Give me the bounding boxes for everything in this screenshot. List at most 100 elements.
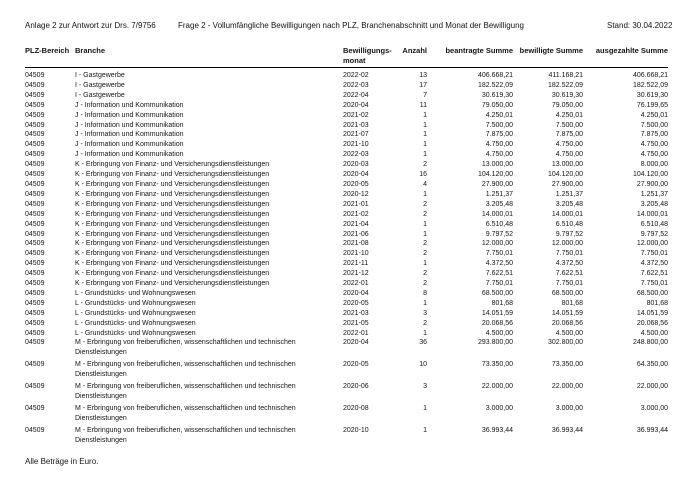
cell-anzahl: 8 (423, 289, 427, 297)
cell-bewilligte-summe: 4.750,00 (555, 151, 583, 159)
table-row: 04509 K - Erbringung von Finanz- und Ver… (25, 220, 668, 230)
table-row: 04509 K - Erbringung von Finanz- und Ver… (25, 239, 668, 249)
cell-bewilligungsmonat: 2021-05 (343, 319, 369, 327)
status-date: Stand: 30.04.2022 (607, 21, 673, 30)
cell-beantragte-summe: 7.500,00 (485, 121, 513, 129)
cell-plz-bereich: 04509 (25, 101, 45, 109)
cell-ausgezahlte-summe: 14.000,01 (636, 210, 668, 218)
table-row: 04509 M - Erbringung von freiberuflichen… (25, 338, 668, 360)
cell-anzahl: 1 (423, 190, 427, 198)
cell-bewilligte-summe: 7.875,00 (555, 131, 583, 139)
cell-bewilligte-summe: 411.168,21 (548, 72, 583, 79)
cell-anzahl: 1 (423, 111, 427, 119)
cell-beantragte-summe: 3.205,48 (485, 200, 513, 208)
cell-bewilligungsmonat: 2022-03 (343, 151, 369, 159)
cell-bewilligungsmonat: 2021-11 (343, 260, 369, 268)
cell-branche: M - Erbringung von freiberuflichen, wiss… (75, 383, 296, 400)
cell-bewilligte-summe: 30.619,30 (551, 91, 583, 99)
table-row: 04509 K - Erbringung von Finanz- und Ver… (25, 210, 668, 220)
cell-plz-bereich: 04509 (25, 426, 45, 434)
cell-bewilligte-summe: 302.800,00 (547, 339, 583, 347)
col-header-branche: Branche (75, 46, 343, 68)
cell-ausgezahlte-summe: 7.750,01 (640, 250, 668, 258)
cell-plz-bereich: 04509 (25, 319, 45, 327)
cell-beantragte-summe: 3.000,00 (485, 404, 513, 412)
cell-beantragte-summe: 36.993,44 (481, 426, 513, 434)
cell-beantragte-summe: 9.797,52 (485, 230, 513, 238)
cell-bewilligungsmonat: 2021-02 (343, 111, 369, 119)
cell-plz-bereich: 04509 (25, 200, 45, 208)
cell-beantragte-summe: 801,68 (491, 299, 513, 307)
cell-branche: K - Erbringung von Finanz- und Versicher… (75, 260, 270, 268)
cell-ausgezahlte-summe: 22.000,00 (636, 383, 668, 391)
cell-plz-bereich: 04509 (25, 81, 45, 89)
col-header-bewilligte-summe: bewilligte Summe (513, 46, 583, 68)
cell-anzahl: 1 (423, 299, 427, 307)
cell-ausgezahlte-summe: 4.372,50 (640, 260, 668, 268)
cell-beantragte-summe: 293.800,00 (477, 339, 513, 347)
cell-bewilligungsmonat: 2020-04 (343, 289, 369, 297)
cell-beantragte-summe: 7.750,01 (485, 280, 513, 288)
table-row: 04509 K - Erbringung von Finanz- und Ver… (25, 180, 668, 190)
cell-branche: L - Grundstücks- und Wohnungswesen (75, 289, 196, 297)
cell-bewilligte-summe: 182.522,09 (547, 81, 583, 89)
cell-plz-bereich: 04509 (25, 111, 45, 119)
cell-beantragte-summe: 20.068,56 (481, 319, 513, 327)
cell-ausgezahlte-summe: 3.205,48 (640, 200, 668, 208)
cell-bewilligungsmonat: 2020-05 (343, 361, 369, 369)
cell-branche: K - Erbringung von Finanz- und Versicher… (75, 230, 270, 238)
cell-ausgezahlte-summe: 4.750,00 (640, 151, 668, 159)
cell-ausgezahlte-summe: 8.000,00 (640, 161, 668, 169)
cell-bewilligungsmonat: 2020-04 (343, 101, 369, 109)
table-row: 04509 I - Gastgewerbe 2022-03 17 182.522… (25, 81, 668, 91)
cell-ausgezahlte-summe: 7.875,00 (640, 131, 668, 139)
cell-bewilligte-summe: 4.250,01 (555, 111, 583, 119)
cell-plz-bereich: 04509 (25, 309, 45, 317)
cell-branche: L - Grundstücks- und Wohnungswesen (75, 319, 196, 327)
table-row: 04509 I - Gastgewerbe 2022-04 7 30.619,3… (25, 91, 668, 101)
cell-beantragte-summe: 68.500,00 (481, 289, 513, 297)
cell-branche: J - Information und Kommunikation (75, 141, 184, 149)
cell-bewilligungsmonat: 2020-03 (343, 161, 369, 169)
bewilligungen-table: PLZ-Bereich Branche Bewilligungs-monat A… (25, 46, 668, 448)
cell-anzahl: 1 (423, 260, 427, 268)
cell-bewilligungsmonat: 2022-01 (343, 280, 369, 288)
cell-bewilligte-summe: 6.510,48 (555, 220, 583, 228)
cell-plz-bereich: 04509 (25, 230, 45, 238)
cell-bewilligte-summe: 22.000,00 (551, 383, 583, 391)
cell-beantragte-summe: 104.120,00 (477, 171, 513, 179)
cell-bewilligungsmonat: 2020-05 (343, 299, 369, 307)
cell-ausgezahlte-summe: 406.668,21 (632, 72, 668, 79)
cell-branche: K - Erbringung von Finanz- und Versicher… (75, 171, 270, 179)
cell-bewilligte-summe: 1.251,37 (555, 190, 583, 198)
cell-plz-bereich: 04509 (25, 210, 45, 218)
cell-ausgezahlte-summe: 801,68 (646, 299, 668, 307)
cell-bewilligte-summe: 7.500,00 (555, 121, 583, 129)
cell-ausgezahlte-summe: 36.993,44 (636, 426, 668, 434)
cell-bewilligungsmonat: 2021-03 (343, 121, 369, 129)
cell-plz-bereich: 04509 (25, 161, 45, 169)
table-row: 04509 L - Grundstücks- und Wohnungswesen… (25, 299, 668, 309)
cell-anzahl: 2 (423, 250, 427, 258)
cell-branche: L - Grundstücks- und Wohnungswesen (75, 329, 196, 337)
cell-bewilligungsmonat: 2021-10 (343, 250, 369, 258)
cell-ausgezahlte-summe: 76.199,65 (636, 101, 668, 109)
col-header-bewilligungsmonat: Bewilligungs-monat (343, 46, 400, 68)
cell-bewilligungsmonat: 2020-04 (343, 339, 369, 347)
table-row: 04509 K - Erbringung von Finanz- und Ver… (25, 200, 668, 210)
cell-plz-bereich: 04509 (25, 72, 45, 79)
cell-branche: I - Gastgewerbe (75, 81, 125, 89)
annex-reference: Anlage 2 zur Antwort zur Drs. 7/9756 (25, 21, 156, 30)
cell-bewilligungsmonat: 2021-03 (343, 309, 369, 317)
cell-anzahl: 2 (423, 210, 427, 218)
cell-beantragte-summe: 4.250,01 (485, 111, 513, 119)
cell-anzahl: 7 (423, 91, 427, 99)
cell-anzahl: 16 (419, 171, 427, 179)
cell-bewilligte-summe: 14.051,59 (551, 309, 583, 317)
cell-beantragte-summe: 406.668,21 (477, 72, 513, 79)
cell-anzahl: 2 (423, 270, 427, 278)
cell-plz-bereich: 04509 (25, 289, 45, 297)
cell-plz-bereich: 04509 (25, 141, 45, 149)
cell-bewilligte-summe: 104.120,00 (547, 171, 583, 179)
